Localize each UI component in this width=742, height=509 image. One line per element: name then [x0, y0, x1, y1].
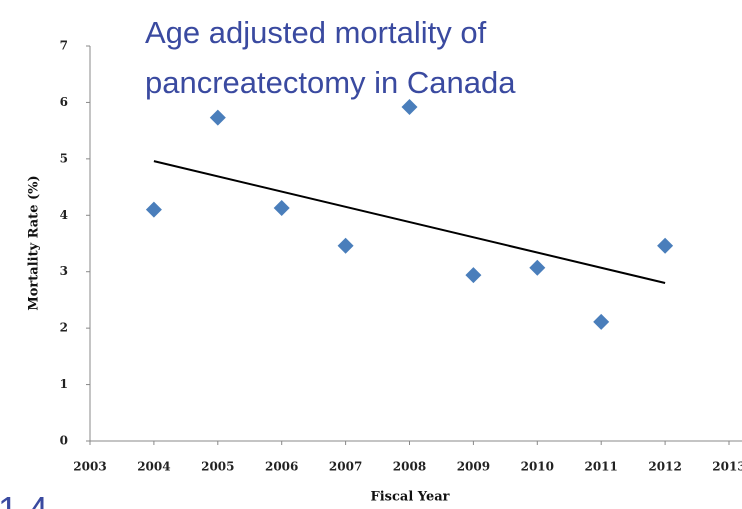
data-point	[657, 237, 674, 254]
x-tick-label: 2006	[265, 460, 298, 474]
trend-line	[153, 160, 666, 284]
y-tick-label: 5	[60, 151, 68, 165]
x-tick-label: 2004	[137, 460, 170, 474]
data-point	[145, 201, 162, 218]
y-axis-label: Mortality Rate (%)	[27, 175, 42, 310]
x-tick-label: 2012	[648, 460, 681, 474]
y-tick-label: 4	[60, 208, 68, 222]
x-axis-label: Fiscal Year	[371, 490, 450, 505]
data-point	[209, 109, 226, 126]
x-tick-label: 2005	[201, 460, 234, 474]
x-tick-label: 2007	[329, 460, 362, 474]
y-tick-label: 6	[60, 95, 68, 109]
x-tick-label: 2013	[712, 460, 742, 474]
data-point	[593, 313, 610, 330]
y-tick-label: 0	[60, 434, 68, 448]
x-tick-label: 2010	[521, 460, 554, 474]
chart-title: Age adjusted mortality of pancreatectomy…	[145, 15, 516, 100]
y-tick-label: 3	[60, 264, 68, 278]
x-tick-label: 2003	[73, 460, 106, 474]
x-tick-label: 2009	[457, 460, 490, 474]
data-point	[273, 199, 290, 216]
data-point	[401, 98, 418, 115]
slide-number: 1.4	[0, 489, 48, 509]
data-point	[465, 267, 482, 284]
data-point	[529, 259, 546, 276]
x-tick-label: 2008	[393, 460, 426, 474]
data-point	[337, 237, 354, 254]
y-tick-label: 2	[60, 321, 68, 335]
y-tick-label: 7	[60, 39, 68, 53]
x-tick-label: 2011	[584, 460, 617, 474]
y-tick-label: 1	[60, 377, 68, 391]
